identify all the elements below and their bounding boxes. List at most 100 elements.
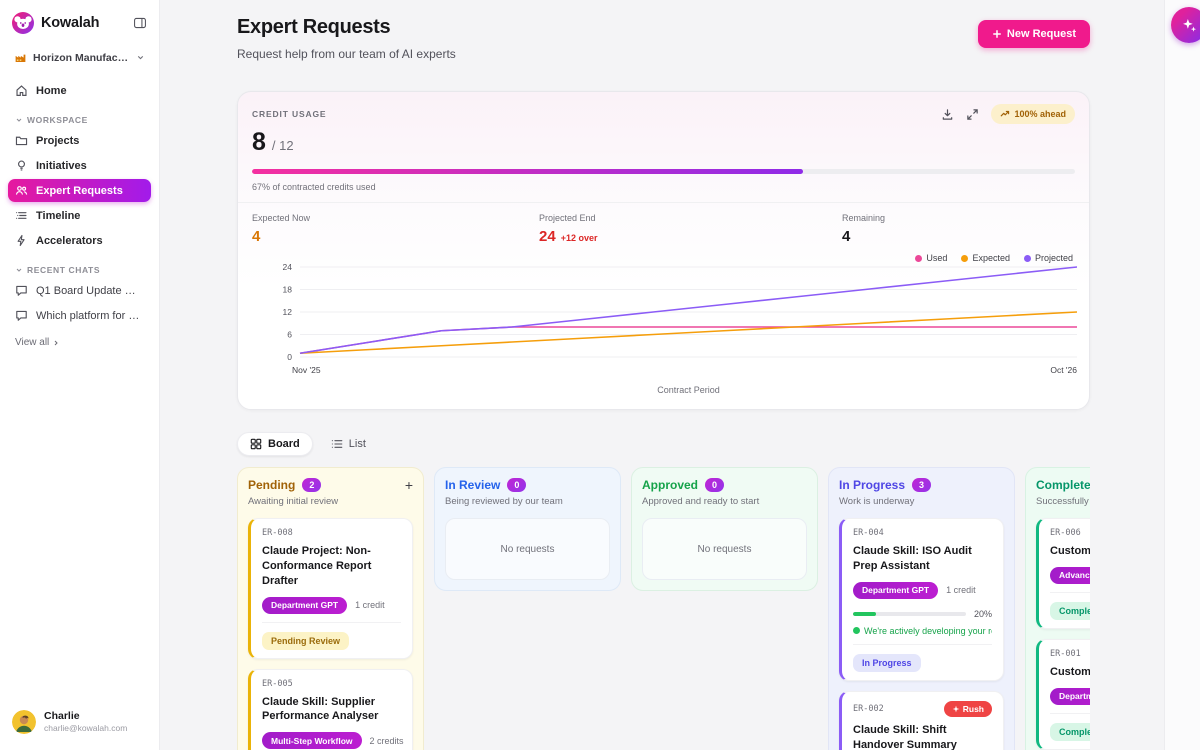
- timeline-icon: [16, 212, 27, 219]
- chat-bubble-icon: [16, 285, 27, 296]
- ai-assistant-button[interactable]: [1171, 7, 1200, 43]
- request-title: Claude Skill: Supplier Performance Analy…: [262, 695, 379, 723]
- stat-projected-end: Projected End 24 +12 over: [539, 213, 598, 245]
- collapse-sidebar-icon[interactable]: [133, 16, 147, 30]
- list-icon: [331, 440, 343, 448]
- progress-percent: 20%: [973, 608, 992, 619]
- zap-icon: [17, 234, 25, 247]
- request-credits: 1 credit: [355, 600, 385, 611]
- empty-placeholder: No requests: [642, 518, 807, 580]
- column-subtitle: Approved and ready to start: [642, 496, 760, 507]
- factory-icon: [15, 54, 26, 62]
- view-all-link[interactable]: View all: [15, 337, 144, 348]
- status-badge: Pending Review: [262, 631, 350, 650]
- request-title: Claude Skill: Shift Handover Summary: [853, 723, 957, 750]
- svg-text:18: 18: [283, 285, 293, 295]
- sidebar-item-accelerators[interactable]: Accelerators: [8, 229, 151, 252]
- column-subtitle: Awaiting initial review: [248, 496, 339, 507]
- sidebar-item-projects[interactable]: Projects: [8, 129, 151, 152]
- credits-used-value: 8: [252, 128, 266, 156]
- credits-total-value: / 12: [271, 138, 294, 153]
- column-count-badge: 0: [705, 478, 725, 492]
- request-card[interactable]: ER-008 Claude Project: Non-Conformance R…: [248, 518, 413, 659]
- user-profile[interactable]: Charlie charlie@kowalah.com: [8, 706, 151, 738]
- sparkle-icon: [952, 705, 960, 713]
- folder-icon: [15, 136, 28, 146]
- org-switcher[interactable]: Horizon Manufacturing: [8, 48, 151, 67]
- request-id: ER-008: [262, 528, 293, 538]
- legend-item: Expected: [961, 253, 1010, 263]
- ahead-badge: 100% ahead: [991, 104, 1075, 124]
- recent-chat-item[interactable]: Which platform for our q...: [8, 304, 151, 327]
- chevron-down-icon: [16, 268, 22, 272]
- recent-chat-item[interactable]: Q1 Board Update — AI Pr...: [8, 279, 151, 302]
- request-type-badge: Department: [1050, 687, 1090, 705]
- board-column-in-progress: In Progress 3 Work is underway ER-004 Cl…: [828, 467, 1015, 750]
- column-title: In Review: [445, 478, 501, 492]
- legend-item: Used: [915, 253, 947, 263]
- credit-progress-bar: [252, 169, 1075, 174]
- svg-text:6: 6: [287, 330, 292, 340]
- sidebar-item-home[interactable]: Home: [8, 79, 151, 102]
- request-type-badge: Department GPT: [853, 581, 939, 599]
- request-type-badge: Department GPT: [262, 596, 348, 614]
- request-title: Claude Skill: ISO Audit Prep Assistant: [853, 545, 972, 572]
- credit-usage-label: CREDIT USAGE: [252, 109, 327, 119]
- column-title: In Progress: [839, 478, 906, 492]
- column-count-badge: 0: [507, 478, 527, 492]
- over-amount: +12 over: [560, 233, 598, 243]
- svg-text:24: 24: [283, 262, 293, 272]
- request-type-badge: Multi-Step Workflow: [262, 732, 362, 750]
- request-status-note: We're actively developing your request: [853, 626, 992, 636]
- request-card[interactable]: ER-006 Custom GPT Advanced G Completed: [1036, 518, 1090, 629]
- chevron-down-icon: [137, 55, 144, 60]
- svg-text:Oct '26: Oct '26: [1050, 365, 1077, 375]
- add-request-button[interactable]: +: [404, 477, 413, 493]
- chart-legend: Used Expected Projected: [915, 253, 1073, 263]
- status-badge: Completed: [1050, 601, 1090, 620]
- request-card[interactable]: ER-005 Claude Skill: Supplier Performanc…: [248, 668, 413, 750]
- green-dot-icon: [853, 627, 860, 635]
- user-email: charlie@kowalah.com: [44, 722, 128, 733]
- svg-text:0: 0: [287, 352, 292, 362]
- view-toggle: Board List: [237, 432, 1090, 456]
- sidebar-item-expert-requests[interactable]: Expert Requests: [8, 179, 151, 202]
- status-badge: In Progress: [853, 653, 921, 672]
- request-id: ER-002: [853, 703, 884, 714]
- new-request-button[interactable]: New Request: [977, 20, 1090, 48]
- list-view-button[interactable]: List: [319, 433, 378, 455]
- user-name: Charlie: [44, 710, 80, 723]
- status-badge: Completed: [1050, 722, 1090, 741]
- stat-expected-now: Expected Now 4: [252, 213, 311, 245]
- board-column-pending: Pending 2 + Awaiting initial review ER-0…: [237, 467, 424, 750]
- page-title: Expert Requests: [237, 16, 391, 38]
- sidebar-item-initiatives[interactable]: Initiatives: [8, 154, 151, 177]
- board-view-button[interactable]: Board: [237, 432, 313, 456]
- column-subtitle: Work is underway: [839, 496, 915, 507]
- column-subtitle: Being reviewed by our team: [445, 496, 563, 507]
- column-title: Approved: [642, 478, 699, 492]
- request-type-badge: Advanced G: [1050, 566, 1090, 584]
- request-card[interactable]: ER-001 Custom GPT Department Completed: [1036, 638, 1090, 750]
- expand-icon[interactable]: [966, 108, 979, 121]
- request-card[interactable]: ER-002 Rush Claude Skill: Shift Handover…: [839, 690, 1004, 750]
- lightbulb-icon: [18, 160, 25, 171]
- svg-text:Nov '25: Nov '25: [292, 365, 321, 375]
- request-id: ER-001: [1050, 648, 1081, 659]
- grid-icon: [250, 438, 262, 450]
- sidebar: Kowalah Horizon Manufacturing Home WORKS…: [0, 0, 160, 750]
- credit-usage-chart: Used Expected Projected 0 6 12 18 24 Nov '25 O…: [252, 251, 1077, 403]
- page-header: Expert Requests Request help from our te…: [237, 16, 1090, 61]
- workspace-section-label[interactable]: WORKSPACE: [15, 115, 144, 125]
- column-subtitle: Successfully delivered: [1036, 496, 1090, 507]
- users-icon: [15, 186, 28, 195]
- legend-item: Projected: [1023, 253, 1073, 263]
- sidebar-item-timeline[interactable]: Timeline: [8, 204, 151, 227]
- request-card[interactable]: ER-004 Claude Skill: ISO Audit Prep Assi…: [839, 518, 1004, 681]
- board-column-in-review: In Review 0 Being reviewed by our team N…: [434, 467, 621, 591]
- right-rail: [1164, 0, 1200, 750]
- page-subtitle: Request help from our team of AI experts: [237, 47, 456, 61]
- recent-chats-section-label[interactable]: RECENT CHATS: [15, 265, 144, 275]
- download-icon[interactable]: [941, 108, 954, 121]
- credit-usage-card: CREDIT USAGE 100% ahead 8 / 12: [237, 91, 1090, 410]
